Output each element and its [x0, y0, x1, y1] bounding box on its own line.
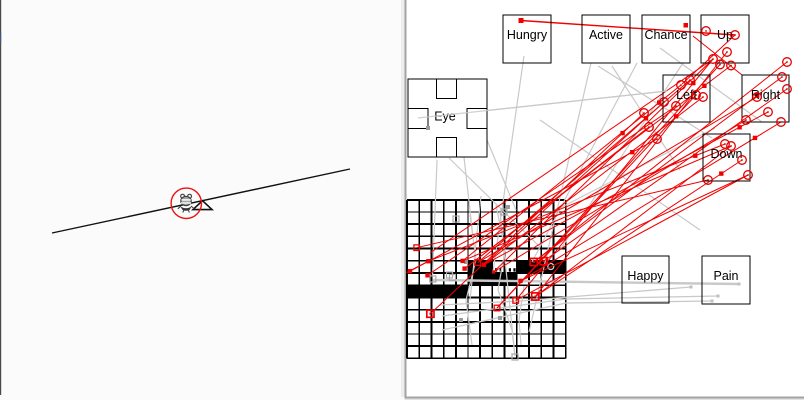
svg-text:Up: Up — [717, 28, 733, 42]
svg-text:Down: Down — [711, 147, 743, 161]
svg-text:Left: Left — [676, 88, 697, 102]
svg-text:Happy: Happy — [627, 269, 664, 283]
svg-text:Eye: Eye — [434, 110, 456, 124]
svg-text:Active: Active — [589, 28, 623, 42]
svg-text:Chance: Chance — [644, 28, 687, 42]
svg-text:Pain: Pain — [713, 269, 738, 283]
svg-text:Right: Right — [751, 88, 781, 102]
svg-text:Hungry: Hungry — [507, 28, 548, 42]
